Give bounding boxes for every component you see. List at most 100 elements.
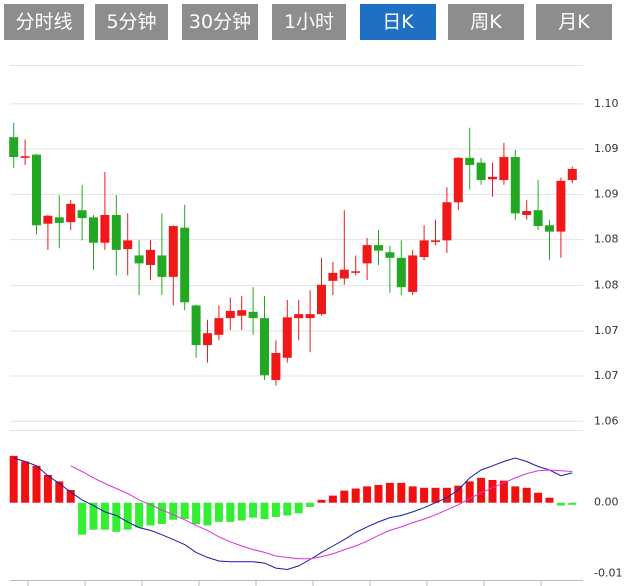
histogram-bar — [363, 486, 372, 503]
histogram-bar — [420, 487, 429, 503]
histogram-bar — [226, 502, 235, 522]
candle-body — [396, 257, 406, 288]
candle-body — [510, 157, 520, 214]
histogram-bar — [556, 502, 565, 506]
tab[interactable]: 30分钟 — [182, 4, 258, 40]
histogram-bar — [146, 502, 155, 526]
candle-body — [374, 245, 383, 251]
candle-body — [260, 318, 269, 376]
histogram-bar — [249, 502, 258, 518]
candle-body — [522, 211, 532, 215]
y-tick-label: 1.07 — [594, 369, 619, 382]
tab[interactable]: 5分钟 — [95, 4, 168, 40]
histogram-bar — [522, 487, 531, 503]
histogram-bar — [260, 502, 269, 520]
histogram-bar — [55, 481, 64, 503]
candle-body — [32, 154, 41, 226]
candle-body — [476, 162, 486, 181]
candle-body — [271, 353, 281, 381]
candle-body — [545, 225, 554, 232]
histogram-bar — [180, 502, 189, 520]
candle-body — [237, 310, 247, 316]
histogram-bar — [397, 482, 406, 503]
tab[interactable]: 1小时 — [272, 4, 346, 40]
histogram-bar — [534, 492, 543, 503]
y-tick-label: 1.06 — [594, 414, 619, 427]
histogram-bar — [100, 502, 109, 530]
y-tick-label: 1.08 — [594, 279, 619, 292]
y-tick-label: 1.09 — [594, 187, 619, 200]
y-tick-label: 0.00 — [594, 496, 619, 509]
tab[interactable]: 周K — [448, 4, 524, 40]
y-tick-label: 1.07 — [594, 324, 619, 337]
y-tick-label: 1.08 — [594, 233, 619, 246]
histogram-bar — [283, 502, 292, 516]
histogram-bar — [328, 495, 337, 503]
candle-body — [214, 318, 224, 335]
candle-body — [203, 333, 212, 346]
candle-body — [465, 157, 475, 165]
tab[interactable]: 日K — [360, 4, 436, 40]
histogram-bar — [32, 465, 41, 503]
y-tick-label: 1.09 — [594, 142, 619, 155]
candle-body — [43, 215, 53, 224]
candle-body — [499, 157, 509, 181]
candle-body — [157, 255, 167, 277]
histogram-bar — [89, 502, 98, 530]
histogram-bar — [43, 475, 52, 503]
candle-body — [54, 217, 64, 223]
histogram-bar — [112, 502, 121, 532]
candle-body — [66, 203, 76, 223]
histogram-bar — [294, 502, 303, 514]
candle-body — [317, 284, 326, 315]
histogram-bar — [408, 486, 417, 503]
candle-body — [385, 252, 395, 258]
candle-body — [123, 240, 133, 250]
histogram-bar — [123, 502, 132, 530]
macd-line — [13, 457, 573, 571]
histogram-bar — [568, 502, 577, 505]
histogram-bar — [203, 502, 212, 526]
candle-body — [556, 180, 566, 232]
candle-body — [419, 240, 429, 258]
candle-body — [408, 255, 418, 292]
histogram-bar — [317, 499, 326, 503]
candle-body — [180, 227, 190, 303]
candle-body — [339, 269, 349, 279]
candle-body — [89, 217, 98, 243]
candle-body — [442, 202, 452, 241]
histogram-bar — [237, 502, 246, 521]
tab[interactable]: 月K — [536, 4, 612, 40]
candle-body — [168, 226, 178, 277]
candle-body — [362, 245, 372, 264]
histogram-bar — [157, 502, 166, 525]
histogram-bar — [385, 482, 394, 503]
histogram-bar — [374, 484, 383, 503]
histogram-bar — [499, 480, 508, 503]
histogram-bar — [306, 502, 315, 507]
candle-body — [248, 311, 258, 319]
histogram-bar — [135, 502, 144, 528]
histogram-bar — [431, 487, 440, 503]
candle-body — [488, 176, 497, 180]
candle-body — [305, 314, 315, 319]
candle-body — [134, 255, 144, 264]
histogram-bar — [545, 497, 554, 503]
macd-line — [70, 465, 573, 560]
histogram-bar — [442, 487, 451, 503]
histogram-bar — [351, 488, 360, 503]
histogram-bar — [454, 485, 463, 503]
histogram-bar — [214, 502, 223, 522]
candle-body — [431, 240, 440, 242]
y-tick-label: 1.10 — [594, 97, 619, 110]
histogram-bar — [21, 461, 30, 503]
histogram-bar — [9, 455, 18, 503]
candle-body — [533, 210, 543, 227]
candle-body — [191, 305, 201, 346]
histogram-bar — [465, 481, 474, 503]
tab[interactable]: 分时线 — [4, 4, 84, 40]
histogram-bar — [511, 486, 520, 503]
axis-ticks — [27, 580, 542, 586]
